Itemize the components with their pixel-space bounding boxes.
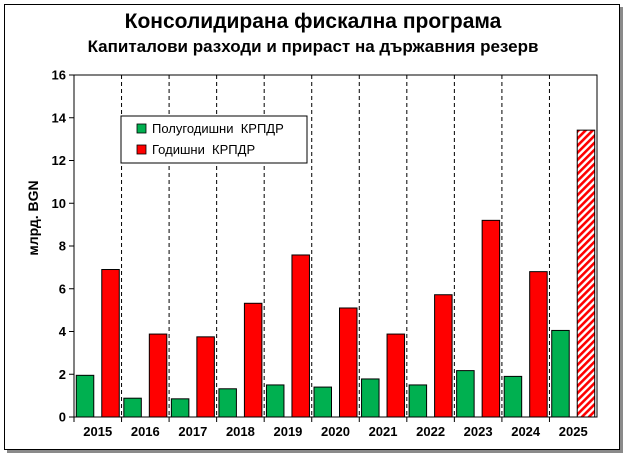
bar-annual-2018 (243, 302, 263, 418)
bar-semiannual-2017 (170, 398, 190, 418)
bar-semiannual-2016 (123, 397, 142, 418)
legend-swatch-series-1 (136, 123, 147, 134)
y-tick-label: 14 (52, 110, 67, 125)
x-tick-label: 2017 (178, 424, 207, 439)
x-tick-label: 2025 (559, 424, 588, 439)
bar-annual-2022 (434, 294, 453, 418)
x-tick-label: 2019 (273, 424, 302, 439)
legend-swatch-series-2 (136, 144, 147, 155)
bar-semiannual-2021 (361, 378, 380, 418)
legend-label-series-2: Годишни КРПДР (152, 142, 255, 157)
x-tick-label: 2015 (83, 424, 112, 439)
bar-annual-2021 (386, 333, 406, 418)
bar-semiannual-2024 (503, 375, 523, 418)
x-tick-label: 2016 (131, 424, 160, 439)
bar-semiannual-2023 (456, 370, 475, 418)
bar-semiannual-2018 (218, 388, 237, 418)
y-tick-label: 10 (52, 196, 66, 211)
y-tick-label: 0 (59, 410, 66, 425)
bar-annual-2024 (529, 271, 548, 418)
x-tick-label: 2020 (321, 424, 350, 439)
bar-annual-2016 (148, 333, 168, 418)
y-tick-label: 8 (59, 239, 66, 254)
chart-title: Консолидирана фискална програма (124, 10, 502, 33)
bar-annual-2017 (196, 336, 215, 418)
y-tick-label: 4 (59, 324, 67, 339)
x-tick-label: 2022 (416, 424, 445, 439)
bar-annual-2023 (481, 219, 501, 418)
bar-semiannual-2015 (75, 374, 95, 418)
y-tick-label: 12 (52, 153, 66, 168)
y-tick-label: 16 (52, 68, 66, 83)
bar-annual-2019 (291, 254, 310, 418)
bar-annual-2020 (339, 307, 358, 418)
bar-semiannual-2022 (408, 384, 428, 418)
x-tick-label: 2023 (464, 424, 493, 439)
chart-subtitle: Капиталови разходи и прираст на държавни… (87, 37, 539, 56)
x-tick-label: 2024 (511, 424, 541, 439)
x-tick-label: 2021 (369, 424, 398, 439)
bar-semiannual-2025 (551, 329, 570, 418)
x-tick-label: 2018 (226, 424, 255, 439)
legend: Полугодишни КРПДР Годишни КРПДР (120, 115, 308, 164)
axes: 0 2 4 6 8 10 12 14 16 2015 2016 2017 2018 2019 2020 202… (52, 68, 588, 440)
y-tick-label: 2 (59, 367, 66, 382)
y-axis-label: млрд. BGN (25, 180, 41, 255)
legend-box (120, 115, 308, 164)
bar-semiannual-2020 (313, 386, 332, 418)
bar-semiannual-2019 (265, 384, 285, 418)
bar-annual-2025 (576, 129, 596, 418)
y-tick-label: 6 (59, 281, 66, 296)
bars (75, 129, 596, 418)
bar-annual-2015 (101, 269, 120, 418)
legend-label-series-1: Полугодишни КРПДР (152, 121, 284, 136)
